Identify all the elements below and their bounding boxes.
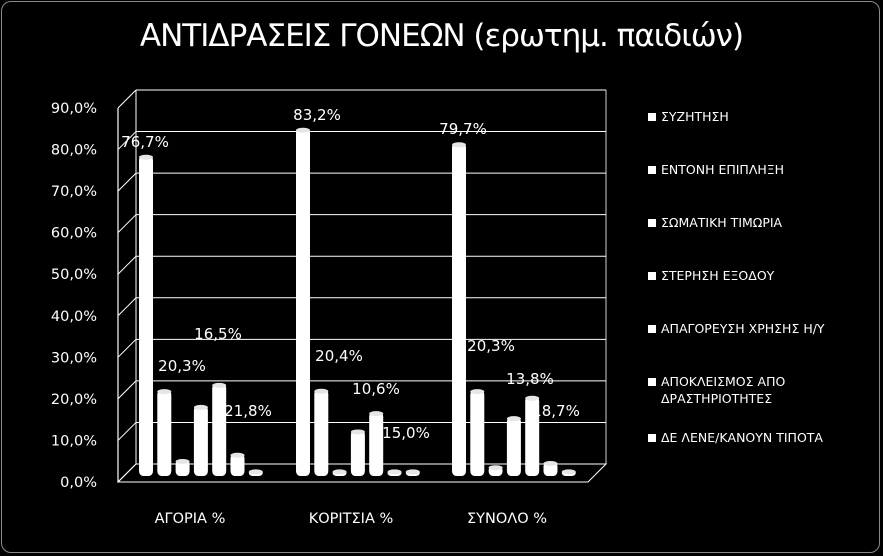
legend-swatch: [648, 325, 656, 333]
gridline-side: [117, 380, 137, 400]
bar-cap: [314, 388, 329, 394]
y-tick-label: 10,0%: [51, 433, 97, 449]
data-label: 13,8%: [506, 370, 554, 388]
legend-label: ΣΩΜΑΤΙΚΗ ΤΙΜΩΡΙΑ: [661, 214, 782, 231]
bar-cap: [193, 404, 208, 410]
bar-cap: [212, 382, 227, 388]
gridline-side: [117, 214, 137, 234]
bar: [350, 429, 365, 476]
bar-cap: [543, 461, 558, 467]
legend-swatch: [648, 378, 656, 386]
bar-cap: [139, 154, 153, 160]
bar-cap: [157, 389, 172, 395]
gridline-side: [117, 255, 137, 275]
legend-swatch: [648, 219, 656, 227]
legend-label-line: ΣΤΕΡΗΣΗ ΕΞΟΔΟΥ: [661, 268, 775, 283]
gridline-side: [117, 172, 137, 192]
gridline-side: [117, 89, 137, 109]
y-tick-label: 70,0%: [51, 184, 97, 200]
legend-swatch: [648, 113, 656, 121]
legend-label-line: ΣΩΜΑΤΙΚΗ ΤΙΜΩΡΙΑ: [661, 215, 783, 230]
bar: [230, 453, 245, 476]
bar: [296, 128, 310, 476]
bar-cap: [506, 416, 521, 422]
data-label: 83,2%: [293, 106, 341, 124]
data-label: 20,3%: [158, 357, 206, 375]
x-category-label: ΚΟΡΙΤΣΙΑ %: [309, 511, 394, 527]
x-category-label: ΑΓΟΡΙΑ %: [155, 511, 226, 527]
legend-label: ΑΠΑΓΟΡΕΥΣΗ ΧΡΗΣΗΣ Η/Υ: [661, 320, 825, 337]
bar: [193, 405, 208, 476]
y-tick-label: 90,0%: [51, 101, 97, 117]
bar: [369, 411, 384, 476]
bar-cap: [387, 469, 402, 475]
legend-label-line: ΑΠΑΓΟΡΕΥΣΗ ΧΡΗΣΗΣ Η/Υ: [661, 321, 825, 336]
data-label: 20,3%: [467, 337, 515, 355]
legend-label-line: ΑΠΟΚΛΕΙΣΜΟΣ ΑΠΟ: [661, 374, 786, 389]
bar-cap: [350, 429, 365, 435]
chart-title: ΑΝΤΙΔΡΑΣΕΙΣ ΓΟΝΕΩΝ (ερωτημ. παιδιών): [139, 18, 744, 54]
bar: [139, 155, 153, 476]
bar-cap: [561, 469, 576, 475]
data-label: 79,7%: [439, 120, 487, 138]
bar: [157, 389, 172, 476]
legend-label-line: ΔΡΑΣΤΗΡΙΟΤΗΤΕΣ: [661, 391, 773, 406]
bar-cap: [488, 465, 503, 471]
bar: [314, 389, 329, 476]
bar: [525, 396, 540, 476]
gridline-side: [117, 338, 137, 358]
bar-cap: [248, 469, 263, 475]
legend-swatch: [648, 272, 656, 280]
legend-label-line: ΔΕ ΛΕΝΕ/ΚΑΝΟΥΝ ΤΙΠΟΤΑ: [661, 430, 823, 445]
bar-cap: [369, 411, 384, 417]
gridline-side: [117, 297, 137, 317]
bar-cap: [175, 458, 190, 464]
bar-cap: [296, 127, 310, 133]
y-tick-label: 0,0%: [60, 475, 97, 491]
legend-label: ΕΝΤΟΝΗ ΕΠΙΠΛΗΞΗ: [661, 161, 784, 178]
bar-cap: [470, 389, 485, 395]
y-tick-label: 60,0%: [51, 226, 97, 242]
x-category-label: ΣΥΝΟΛΟ %: [467, 511, 547, 527]
data-label: 16,5%: [194, 325, 242, 343]
data-label: 10,6%: [352, 380, 400, 398]
legend-label: ΑΠΟΚΛΕΙΣΜΟΣ ΑΠΟ ΔΡΑΣΤΗΡΙΟΤΗΤΕΣ: [661, 373, 785, 407]
gridline-side: [117, 422, 137, 441]
y-tick-label: 50,0%: [51, 267, 97, 283]
legend-label-line: ΣΥΖΗΤΗΣΗ: [661, 109, 729, 124]
data-label: 18,7%: [532, 402, 580, 420]
legend-label: ΔΕ ΛΕΝΕ/ΚΑΝΟΥΝ ΤΙΠΟΤΑ: [661, 429, 823, 446]
legend-swatch: [648, 166, 656, 174]
y-tick-label: 20,0%: [51, 392, 97, 408]
legend-label-line: ΕΝΤΟΝΗ ΕΠΙΠΛΗΞΗ: [661, 162, 785, 177]
y-tick-label: 80,0%: [51, 143, 97, 159]
gridline-side: [117, 131, 137, 150]
data-label: 76,7%: [121, 133, 169, 151]
bar: [452, 142, 466, 476]
bar-cap: [452, 142, 466, 148]
bar: [212, 383, 227, 476]
bar-cap: [405, 469, 420, 475]
y-tick-label: 40,0%: [51, 309, 97, 325]
bar: [470, 389, 485, 476]
legend-label: ΣΤΕΡΗΣΗ ΕΞΟΔΟΥ: [661, 267, 774, 284]
data-label: 21,8%: [224, 402, 272, 420]
chart-floor: [116, 463, 608, 483]
bar-cap: [525, 395, 540, 401]
bar: [506, 416, 521, 476]
bar-cap: [332, 469, 347, 475]
legend-swatch: [648, 434, 656, 442]
y-tick-label: 30,0%: [51, 350, 97, 366]
data-label: 15,0%: [382, 424, 430, 442]
bar-cap: [230, 452, 245, 458]
legend-label: ΣΥΖΗΤΗΣΗ: [661, 108, 729, 125]
data-label: 20,4%: [315, 347, 363, 365]
